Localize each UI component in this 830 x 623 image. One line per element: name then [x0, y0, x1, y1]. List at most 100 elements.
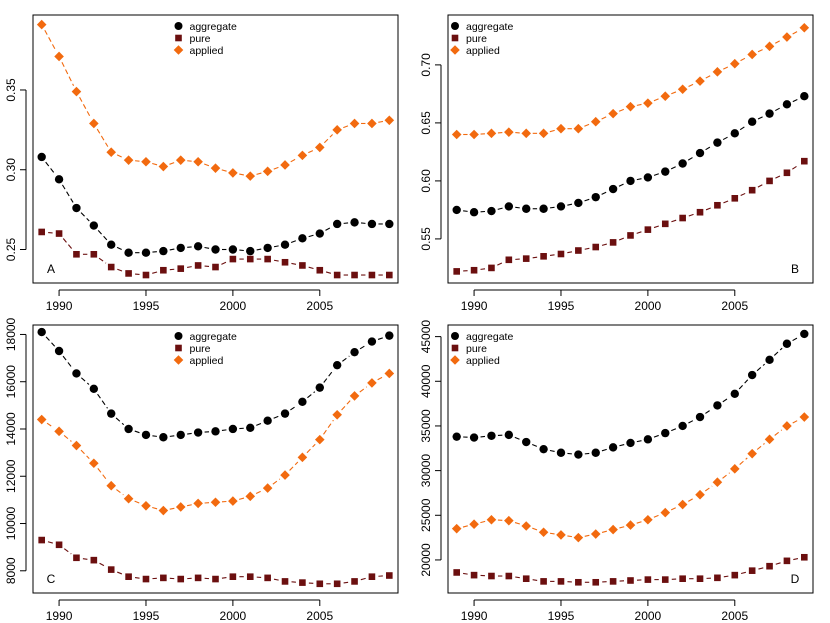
- x-tick-label: 1990: [46, 609, 73, 623]
- series-segment: [601, 530, 607, 533]
- data-point-aggregate: [782, 100, 792, 109]
- data-point-pure: [142, 575, 150, 583]
- series-segment: [273, 578, 279, 581]
- data-point-applied: [384, 368, 395, 379]
- chart-panel-a: 1990 1995 2000 2005 0.25 0.30 0.35 aggregatepur…: [4, 14, 399, 313]
- data-point-applied: [314, 434, 325, 445]
- series-segment: [722, 135, 730, 141]
- series-segment: [549, 254, 555, 257]
- data-point-pure: [351, 271, 358, 279]
- series-segment: [774, 429, 783, 436]
- data-point-aggregate: [504, 202, 514, 211]
- y-tick-label: 18000: [4, 317, 18, 351]
- data-point-pure: [90, 250, 98, 258]
- data-point-applied: [486, 514, 497, 525]
- data-point-pure: [661, 576, 669, 583]
- y-tick-label: 0.65: [419, 111, 433, 135]
- x-tick-label: 2000: [635, 299, 662, 313]
- data-point-applied: [54, 426, 64, 437]
- data-point-applied: [799, 22, 810, 33]
- series-segment: [584, 247, 590, 250]
- series-segment: [116, 154, 123, 158]
- data-point-pure: [160, 574, 167, 582]
- data-point-pure: [557, 578, 565, 585]
- y-tick-label: 8000: [4, 557, 18, 584]
- legend-label-pure: pure: [190, 33, 211, 45]
- data-point-pure: [592, 578, 600, 586]
- data-point-applied: [193, 156, 203, 167]
- series-segment: [378, 120, 384, 123]
- series-segment: [239, 497, 245, 500]
- data-point-aggregate: [626, 438, 635, 448]
- data-point-applied: [660, 507, 671, 518]
- series-segment: [688, 497, 695, 502]
- data-point-aggregate: [54, 346, 64, 356]
- series-segment: [549, 206, 555, 209]
- data-point-pure: [470, 571, 478, 579]
- data-point-aggregate: [298, 397, 307, 407]
- data-point-pure: [696, 575, 704, 583]
- series-segment: [341, 400, 351, 411]
- data-point-applied: [469, 129, 479, 140]
- data-point-pure: [644, 226, 652, 233]
- data-point-pure: [661, 220, 669, 228]
- data-point-pure: [679, 214, 686, 222]
- series-segment: [671, 427, 677, 432]
- data-point-pure: [125, 573, 132, 580]
- data-point-applied: [556, 123, 566, 134]
- series-segment: [480, 520, 486, 524]
- data-point-aggregate: [608, 184, 618, 194]
- plot-frame: [32, 14, 399, 284]
- legend-marker-aggregate: [174, 332, 183, 340]
- data-point-aggregate: [89, 384, 99, 394]
- series-segment: [80, 449, 90, 459]
- data-point-applied: [643, 98, 653, 108]
- series-segment: [359, 344, 367, 350]
- series-segment: [792, 336, 799, 342]
- data-point-pure: [557, 250, 565, 258]
- series-segment: [723, 200, 729, 204]
- data-point-applied: [573, 532, 584, 543]
- data-point-aggregate: [280, 240, 290, 249]
- data-point-aggregate: [730, 129, 739, 138]
- series-segment: [116, 246, 123, 251]
- data-point-pure: [229, 573, 237, 580]
- data-point-pure: [73, 554, 80, 562]
- data-point-aggregate: [643, 435, 653, 444]
- data-point-pure: [488, 264, 495, 272]
- data-point-applied: [228, 168, 238, 178]
- series-aggregate: [452, 329, 809, 459]
- data-point-pure: [212, 575, 219, 583]
- data-point-pure: [55, 541, 63, 549]
- series-segment: [723, 575, 729, 578]
- data-point-pure: [194, 262, 202, 269]
- data-point-aggregate: [800, 92, 809, 101]
- x-tick-label: 2005: [306, 609, 333, 623]
- series-pure: [38, 536, 393, 588]
- data-point-aggregate: [487, 206, 496, 216]
- series-segment: [116, 489, 124, 496]
- series-segment: [636, 440, 642, 443]
- series-segment: [273, 259, 279, 262]
- data-point-applied: [280, 470, 290, 480]
- data-point-applied: [521, 521, 532, 531]
- data-point-aggregate: [228, 245, 238, 254]
- data-point-applied: [608, 524, 618, 535]
- data-point-applied: [643, 514, 653, 525]
- data-point-pure: [505, 572, 513, 580]
- data-point-pure: [386, 572, 393, 579]
- data-point-applied: [314, 142, 325, 153]
- series-segment: [705, 207, 712, 211]
- series-segment: [532, 256, 538, 259]
- y-tick-label: 30000: [419, 454, 433, 488]
- series-segment: [567, 203, 573, 206]
- data-point-aggregate: [350, 347, 359, 357]
- data-point-aggregate: [107, 409, 116, 418]
- data-point-applied: [538, 128, 549, 139]
- data-point-pure: [696, 208, 704, 216]
- data-point-aggregate: [469, 208, 479, 217]
- series-segment: [97, 393, 108, 409]
- legend-label-pure: pure: [466, 33, 487, 45]
- x-tick-label: 2000: [635, 609, 662, 623]
- series-segment: [377, 376, 384, 381]
